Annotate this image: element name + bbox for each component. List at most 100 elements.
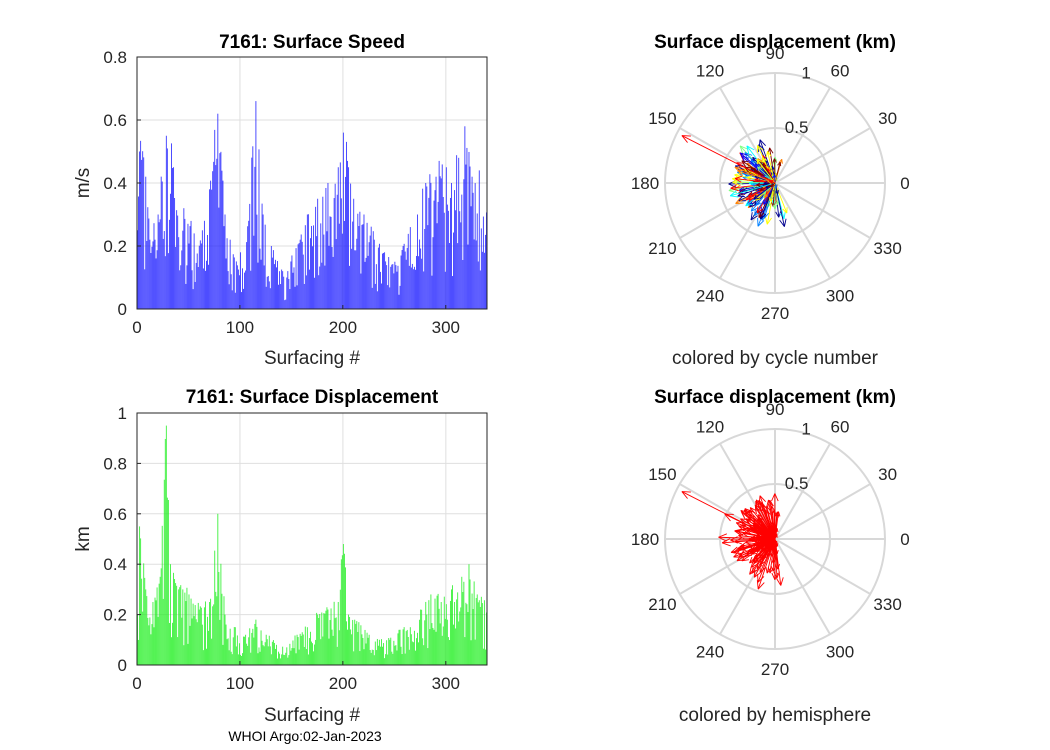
speed-bar bbox=[157, 214, 159, 309]
speed-bar bbox=[257, 262, 259, 309]
displacement-bar bbox=[285, 652, 287, 665]
polar-cycle-arrow bbox=[734, 175, 776, 184]
speed-bar bbox=[377, 247, 379, 309]
speed-bar bbox=[249, 203, 251, 309]
displacement-bar bbox=[325, 610, 327, 665]
speed-bar bbox=[173, 167, 175, 309]
displacement-bar bbox=[289, 643, 291, 665]
displacement-bar bbox=[148, 625, 150, 665]
speed-bar bbox=[208, 264, 210, 309]
displacement-bar bbox=[219, 619, 221, 665]
displacement-bar bbox=[177, 637, 179, 665]
displacement-bar bbox=[268, 635, 270, 665]
displacement-bar bbox=[327, 609, 329, 665]
displacement-bar bbox=[247, 645, 249, 665]
displacement-bar bbox=[422, 638, 424, 665]
displacement-bar bbox=[259, 651, 261, 665]
displacement-bar bbox=[430, 594, 432, 665]
displacement-bar bbox=[321, 612, 323, 665]
speed-bar bbox=[335, 239, 337, 309]
displacement-bar bbox=[238, 643, 240, 665]
speed-bar bbox=[285, 299, 287, 309]
displacement-bar bbox=[410, 634, 412, 665]
speed-bar bbox=[153, 223, 155, 309]
displacement-bar bbox=[179, 587, 181, 665]
speed-bar bbox=[304, 225, 306, 309]
speed-bar bbox=[477, 261, 479, 309]
displacement-bar bbox=[253, 637, 255, 665]
displacement-bar bbox=[429, 629, 431, 665]
polar-cycle-spoke bbox=[774, 87, 831, 184]
displacement-bar bbox=[187, 643, 189, 665]
displacement-bar bbox=[375, 650, 377, 665]
displacement-bar bbox=[458, 621, 460, 665]
speed-bar bbox=[403, 243, 405, 309]
displacement-bar bbox=[385, 654, 387, 665]
displacement-bar bbox=[452, 585, 453, 665]
displacement-bar bbox=[226, 639, 228, 665]
speed-bar bbox=[144, 269, 146, 309]
speed-bar bbox=[454, 190, 456, 309]
displacement-bar bbox=[340, 559, 342, 665]
speed-bar bbox=[165, 135, 167, 309]
speed-bar bbox=[324, 265, 326, 309]
speed-bar bbox=[146, 240, 148, 309]
speed-bar bbox=[442, 197, 444, 309]
displacement-bar bbox=[263, 646, 265, 665]
speed-bar bbox=[194, 281, 196, 309]
speed-bar bbox=[319, 266, 321, 309]
displacement-bar bbox=[400, 646, 402, 665]
polar-cycle-title: Surface displacement (km) bbox=[654, 32, 896, 53]
speed-bar bbox=[363, 214, 365, 309]
displacement-bar bbox=[146, 596, 148, 665]
displacement-bar bbox=[145, 589, 147, 665]
speed-bar bbox=[267, 275, 269, 309]
displacement-bar bbox=[355, 623, 357, 665]
displacement-bar bbox=[389, 639, 391, 665]
displacement-bar bbox=[286, 647, 288, 665]
displacement-bar bbox=[480, 596, 482, 665]
speed-bar bbox=[231, 290, 233, 309]
speed-bar bbox=[428, 197, 430, 309]
speed-bar bbox=[347, 160, 348, 309]
displacement-bar bbox=[471, 593, 473, 665]
displacement-bar bbox=[186, 587, 188, 665]
speed-bar bbox=[296, 285, 298, 309]
speed-bar bbox=[198, 245, 200, 309]
displacement-bar bbox=[383, 643, 385, 665]
displacement-bar bbox=[330, 608, 332, 665]
speed-bar bbox=[236, 265, 238, 309]
speed-bar bbox=[277, 261, 278, 309]
speed-bar bbox=[137, 230, 138, 309]
displacement-bar bbox=[194, 605, 196, 665]
polar-cycle-angle-label: 60 bbox=[831, 61, 850, 80]
speed-bar bbox=[200, 243, 202, 309]
displacement-bar bbox=[470, 640, 472, 665]
speed-bar bbox=[252, 146, 254, 309]
displacement-bar bbox=[214, 550, 216, 665]
speed-bar bbox=[167, 253, 169, 309]
displacement-bar bbox=[281, 654, 283, 665]
speed-bar bbox=[385, 261, 387, 309]
displacement-bar bbox=[319, 614, 321, 665]
speed-bar bbox=[260, 259, 262, 309]
displacement-bar bbox=[304, 626, 306, 665]
speed-bar bbox=[402, 246, 404, 309]
speed-bar bbox=[179, 270, 181, 309]
displacement-bar bbox=[315, 639, 317, 665]
speed-bar bbox=[243, 288, 245, 309]
displacement-bar bbox=[185, 601, 187, 665]
speed-bar bbox=[416, 255, 417, 309]
displacement-bar bbox=[433, 629, 435, 665]
speed-bar bbox=[413, 266, 415, 309]
speed-bar bbox=[160, 176, 162, 309]
displacement-bar bbox=[142, 611, 144, 665]
polar-hemisphere-radius-label: 0.5 bbox=[785, 474, 809, 493]
displacement-bar bbox=[249, 628, 251, 665]
polar-hemisphere-angle-label: 60 bbox=[831, 417, 850, 436]
speed-bar bbox=[474, 183, 476, 309]
speed-bar bbox=[168, 219, 170, 309]
speed-bar bbox=[418, 256, 420, 309]
speed-bar bbox=[486, 212, 487, 309]
displacement-bar bbox=[451, 589, 452, 665]
